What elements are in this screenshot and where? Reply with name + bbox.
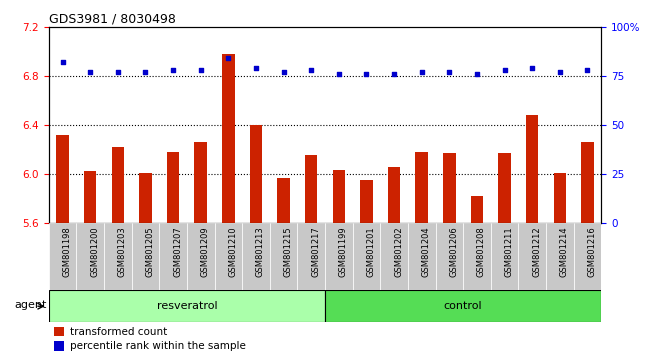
Point [527,65,538,71]
Point [333,71,344,76]
Text: GSM801207: GSM801207 [173,227,182,277]
Point [361,71,372,76]
Text: resveratrol: resveratrol [157,301,217,311]
Text: GSM801205: GSM801205 [146,227,155,277]
Text: GSM801217: GSM801217 [311,227,320,277]
Text: GSM801201: GSM801201 [367,227,376,277]
Point [112,69,123,75]
Bar [298,223,325,290]
Bar [54,327,64,336]
Bar [49,223,77,290]
Point [57,59,68,65]
Bar [491,223,519,290]
Bar [214,223,242,290]
Point [554,69,565,75]
Bar [325,223,352,290]
Text: GSM801215: GSM801215 [283,227,292,277]
Bar [471,196,483,223]
Bar [526,115,538,223]
Point [389,71,399,76]
Point [499,67,510,73]
Bar [49,290,325,322]
Bar [242,223,270,290]
Bar [222,53,235,223]
Bar [250,125,262,223]
Point [582,67,593,73]
Text: GSM801198: GSM801198 [62,227,72,277]
Point [223,55,233,61]
Bar [415,152,428,223]
Text: GSM801211: GSM801211 [504,227,514,277]
Text: GSM801213: GSM801213 [256,227,265,277]
Point [472,71,482,76]
Bar [54,341,64,351]
Bar [388,166,400,223]
Bar [436,223,463,290]
Point [168,67,178,73]
Text: GSM801203: GSM801203 [118,227,127,277]
Bar [112,147,124,223]
Point [140,69,151,75]
Bar [408,223,436,290]
Text: GSM801209: GSM801209 [201,227,210,277]
Text: GSM801199: GSM801199 [339,227,348,277]
Bar [573,223,601,290]
Text: GSM801210: GSM801210 [228,227,237,277]
Text: GDS3981 / 8030498: GDS3981 / 8030498 [49,12,176,25]
Point [85,69,96,75]
Text: GSM801208: GSM801208 [477,227,486,277]
Bar [333,170,345,223]
Point [196,67,206,73]
Bar [187,223,214,290]
Bar [84,171,96,223]
Text: GSM801214: GSM801214 [560,227,569,277]
Bar [131,223,159,290]
Bar [554,173,566,223]
Text: GSM801202: GSM801202 [394,227,403,277]
Bar [167,152,179,223]
Bar [581,142,593,223]
Bar [278,178,290,223]
Text: agent: agent [14,299,47,310]
Bar [194,142,207,223]
Text: GSM801212: GSM801212 [532,227,541,277]
Text: percentile rank within the sample: percentile rank within the sample [70,341,246,351]
Text: GSM801204: GSM801204 [422,227,431,277]
Bar [352,223,380,290]
Point [251,65,261,71]
Bar [360,180,372,223]
Text: transformed count: transformed count [70,327,167,337]
Bar [380,223,408,290]
Bar [463,223,491,290]
Point [417,69,427,75]
Text: GSM801206: GSM801206 [449,227,458,277]
Bar [499,153,511,223]
Bar [77,223,104,290]
Point [306,67,317,73]
Bar [104,223,131,290]
Text: GSM801200: GSM801200 [90,227,99,277]
Point [278,69,289,75]
Bar [325,290,601,322]
Bar [546,223,573,290]
Bar [139,173,151,223]
Point [444,69,454,75]
Bar [519,223,546,290]
Bar [159,223,187,290]
Text: GSM801216: GSM801216 [588,227,597,277]
Bar [270,223,298,290]
Bar [305,155,317,223]
Text: control: control [444,301,482,311]
Bar [57,135,69,223]
Bar [443,153,456,223]
